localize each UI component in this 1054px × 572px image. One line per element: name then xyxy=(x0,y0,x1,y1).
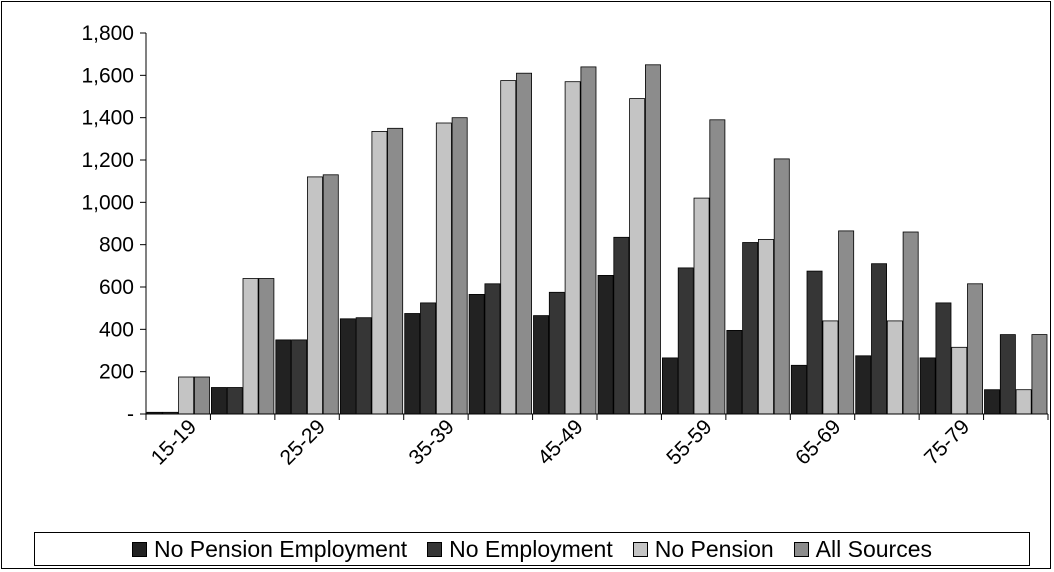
bar-20-24-no-pension-employment xyxy=(210,387,227,415)
x-tick-label: 55-59 xyxy=(662,415,716,469)
bar-60-64-no-pension xyxy=(758,238,774,415)
bar-35-39-no-pension-employment xyxy=(404,313,421,415)
bar-25-29-no-pension xyxy=(306,176,323,415)
bar-20-24-no-employment xyxy=(226,387,243,415)
bar-15-19-no-pension xyxy=(178,376,195,415)
bar-80-99-no-pension xyxy=(1015,389,1032,415)
bar-55-59-no-pension xyxy=(693,197,710,415)
bar-15-19-all-sources xyxy=(193,376,210,415)
legend: No Pension Employment No Employment No Pen… xyxy=(34,532,1030,566)
bar-65-69-no-employment xyxy=(806,270,823,415)
bar-65-69-no-pension xyxy=(822,320,839,415)
y-tick-label: 200 xyxy=(99,361,134,384)
bar-20-24-no-pension xyxy=(242,278,259,415)
bar-55-59-all-sources xyxy=(709,119,726,415)
legend-item: All Sources xyxy=(793,535,932,563)
bar-30-34-no-pension-employment xyxy=(339,318,356,415)
bar-80-99-all-sources xyxy=(1031,334,1048,415)
y-tick-label: 1,400 xyxy=(81,107,134,130)
bar-20-24-all-sources xyxy=(258,278,275,415)
bar-40-44-no-employment xyxy=(484,283,501,415)
x-tick-label: 65-69 xyxy=(791,415,845,469)
bar-50-54-all-sources xyxy=(645,64,661,415)
y-tick-label: 1,600 xyxy=(81,64,134,87)
legend-swatch xyxy=(132,541,147,557)
legend-label: No Pension xyxy=(654,535,774,562)
legend-item: No Pension Employment xyxy=(132,536,407,563)
bar-35-39-no-employment xyxy=(420,302,437,415)
y-tick-label: - xyxy=(127,403,134,426)
bar-70-74-no-employment xyxy=(871,263,888,415)
x-tick-label: 15-19 xyxy=(147,415,201,469)
bar-35-39-no-pension xyxy=(435,122,452,415)
bar-55-59-no-employment xyxy=(677,267,694,415)
legend-swatch xyxy=(793,541,809,557)
bar-45-49-no-pension xyxy=(564,81,581,415)
bar-45-49-all-sources xyxy=(580,66,597,415)
bar-70-74-no-pension-employment xyxy=(855,355,872,415)
bar-chart: - 200 400 600 800 1,000 1,200 1,400 1,600 1,800 15… xyxy=(81,22,1049,470)
bar-75-79-no-pension xyxy=(951,346,968,415)
bar-65-69-no-pension-employment xyxy=(790,364,807,415)
legend-label: No Employment xyxy=(449,535,613,562)
y-tick-label: 1,800 xyxy=(81,22,134,45)
bar-45-49-no-pension-employment xyxy=(533,315,550,415)
x-tick-label: 75-79 xyxy=(920,415,974,469)
bar-75-79-no-employment xyxy=(935,302,952,415)
y-tick-label: 1,200 xyxy=(81,149,134,172)
bar-80-99-no-pension-employment xyxy=(984,389,1001,415)
bar-30-34-no-pension xyxy=(371,130,388,415)
bar-60-64-no-pension-employment xyxy=(726,329,743,415)
legend-swatch xyxy=(427,541,443,557)
bar-50-54-no-pension xyxy=(629,98,646,415)
bar-30-34-all-sources xyxy=(387,127,404,415)
bar-40-44-all-sources xyxy=(516,72,533,415)
legend-item: No Pension xyxy=(632,535,774,563)
x-tick-label: 45-49 xyxy=(533,415,587,469)
y-tick-label: 400 xyxy=(99,318,134,341)
bar-30-34-no-employment xyxy=(355,317,372,415)
x-tick-label: 25-29 xyxy=(276,415,330,469)
legend-label: No Pension Employment xyxy=(154,535,408,562)
bar-80-99-no-employment xyxy=(999,334,1016,415)
legend-swatch xyxy=(632,541,648,557)
bar-40-44-no-pension-employment xyxy=(468,293,485,415)
bar-25-29-no-employment xyxy=(291,339,308,415)
legend-item: No Employment xyxy=(427,536,613,563)
legend-label: All Sources xyxy=(815,535,932,562)
bar-70-74-no-pension xyxy=(886,320,903,415)
bar-55-59-no-pension-employment xyxy=(662,357,678,415)
y-tick-label: 600 xyxy=(99,276,134,299)
bar-75-79-no-pension-employment xyxy=(919,357,936,415)
bar-25-29-no-pension-employment xyxy=(275,339,292,415)
y-tick-label: 1,000 xyxy=(81,191,134,214)
x-tick-label: 35-39 xyxy=(405,415,459,469)
bar-60-64-no-employment xyxy=(742,242,759,415)
bar-35-39-all-sources xyxy=(451,117,468,415)
bar-25-29-all-sources xyxy=(322,174,339,415)
bar-45-49-no-employment xyxy=(548,291,565,415)
bar-65-69-all-sources xyxy=(838,230,855,415)
bar-70-74-all-sources xyxy=(902,231,919,415)
bar-40-44-no-pension xyxy=(500,80,517,415)
bar-75-79-all-sources xyxy=(967,283,984,415)
bar-50-54-no-pension-employment xyxy=(597,274,614,415)
bar-50-54-no-employment xyxy=(613,236,630,415)
y-tick-label: 800 xyxy=(99,234,134,257)
bar-60-64-all-sources xyxy=(773,158,790,415)
